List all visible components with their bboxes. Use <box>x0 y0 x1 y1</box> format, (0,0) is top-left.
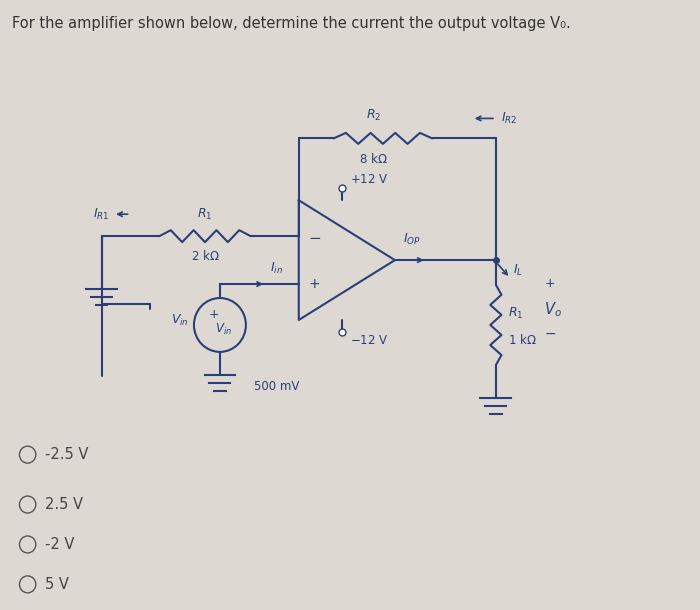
Text: $I_{in}$: $I_{in}$ <box>270 261 283 276</box>
Text: $+$: $+$ <box>208 309 219 321</box>
Text: $V_{in}$: $V_{in}$ <box>172 312 189 328</box>
Text: -2 V: -2 V <box>45 537 74 552</box>
Text: 2 k$\Omega$: 2 k$\Omega$ <box>190 249 219 263</box>
Text: $I_{R1}$: $I_{R1}$ <box>93 207 109 222</box>
Text: $I_L$: $I_L$ <box>513 262 523 278</box>
Text: 1 k$\Omega$: 1 k$\Omega$ <box>508 333 537 347</box>
Text: $+$12 V: $+$12 V <box>350 173 389 186</box>
Text: $V_o$: $V_o$ <box>544 301 562 320</box>
Text: $I_{OP}$: $I_{OP}$ <box>402 232 421 247</box>
Text: 8 k$\Omega$: 8 k$\Omega$ <box>359 152 388 167</box>
Text: $R_1$: $R_1$ <box>197 207 213 222</box>
Text: $R_2$: $R_2$ <box>365 109 381 123</box>
Text: 5 V: 5 V <box>45 577 69 592</box>
Text: $+$: $+$ <box>309 277 321 291</box>
Text: $-$12 V: $-$12 V <box>350 334 389 347</box>
Text: $-$: $-$ <box>544 326 556 340</box>
Text: 2.5 V: 2.5 V <box>45 497 83 512</box>
Text: $-$: $-$ <box>309 229 321 243</box>
Text: $+$: $+$ <box>544 277 555 290</box>
Text: $I_{R2}$: $I_{R2}$ <box>500 111 517 126</box>
Text: $V_{in}$: $V_{in}$ <box>216 323 232 337</box>
Text: -2.5 V: -2.5 V <box>45 447 88 462</box>
Text: 500 mV: 500 mV <box>253 380 299 393</box>
Text: For the amplifier shown below, determine the current the output voltage V₀.: For the amplifier shown below, determine… <box>12 16 571 30</box>
Text: $R_1$: $R_1$ <box>508 306 524 320</box>
